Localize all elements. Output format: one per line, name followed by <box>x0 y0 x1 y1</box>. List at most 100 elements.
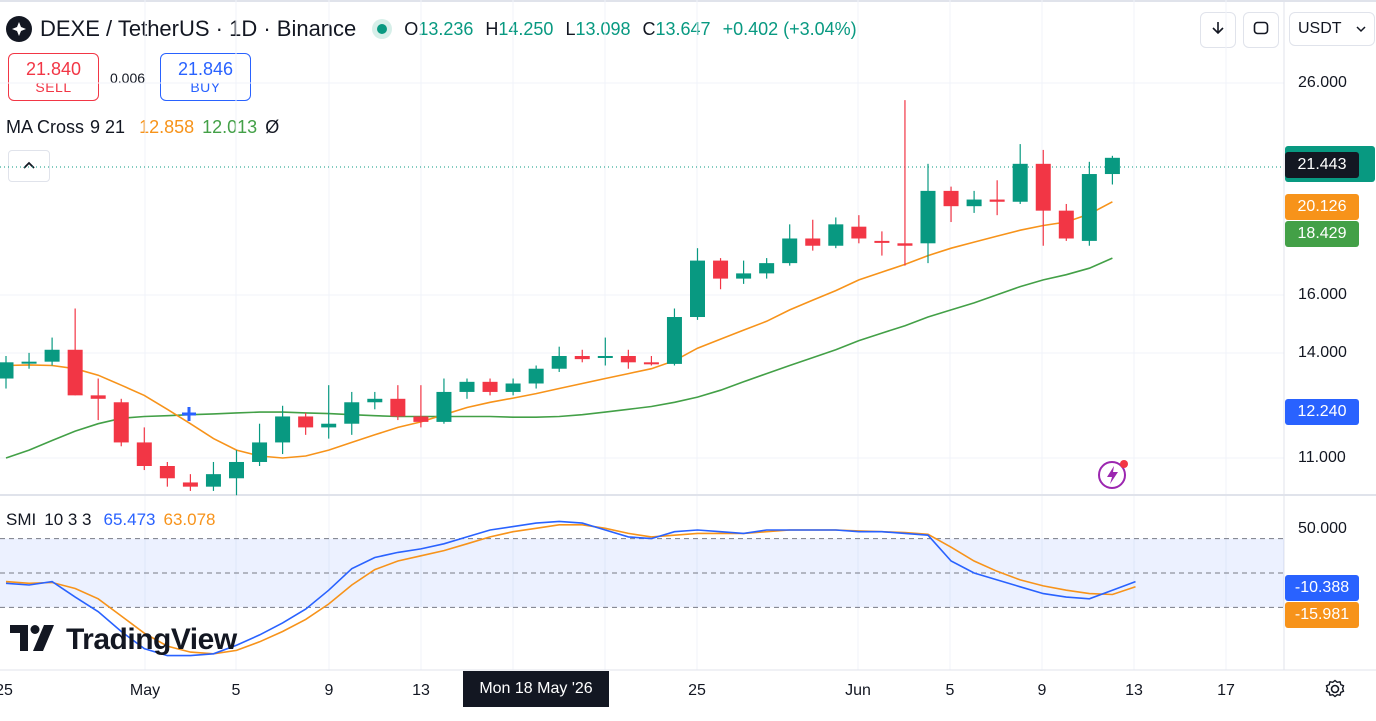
candle-body <box>828 224 844 246</box>
crosshair-date-label: Mon 18 May '26 <box>463 671 609 707</box>
settings-icon <box>1324 678 1346 705</box>
tradingview-logo-text: TradingView <box>66 623 237 656</box>
price-tick-16: 16.000 <box>1298 286 1347 303</box>
low-value: 13.098 <box>575 18 631 39</box>
last-price-label: 21.443 <box>1285 152 1359 178</box>
candle-body <box>597 355 613 358</box>
candle-body <box>390 398 406 417</box>
low-label: L <box>565 18 576 39</box>
price-tick-26: 26.000 <box>1298 74 1347 91</box>
ma-extra-value: Ø <box>265 117 280 137</box>
tradingview-logo[interactable]: TradingView <box>10 620 237 660</box>
cursor-price-label: 12.240 <box>1285 399 1359 425</box>
x-tick-9-jun: 9 <box>1037 682 1047 699</box>
x-tick-9-may: 9 <box>324 682 334 699</box>
download-button[interactable] <box>1200 12 1236 48</box>
close-label: C <box>642 18 656 39</box>
candle-body <box>459 381 475 392</box>
smi-axis-label: -10.388 <box>1285 575 1359 601</box>
ma-slow-value: 12.013 <box>202 117 258 137</box>
candle-body <box>1035 163 1051 211</box>
top-border <box>0 0 1376 2</box>
ohlc-values: O13.236 H14.250 L13.098 C13.647 +0.402 (… <box>404 19 856 40</box>
candle-body <box>666 317 682 364</box>
buy-price: 21.846 <box>177 59 234 79</box>
candle-body <box>851 226 867 239</box>
x-tick-5-may: 5 <box>231 682 241 699</box>
x-tick-17-jun: 17 <box>1217 682 1235 699</box>
candle-body <box>205 474 221 487</box>
fullscreen-button[interactable] <box>1243 12 1279 48</box>
candle-body <box>275 416 291 443</box>
ma-slow-label: 18.429 <box>1285 221 1359 247</box>
candle-body <box>943 190 959 207</box>
x-tick-13-jun: 13 <box>1125 682 1143 699</box>
candle-body <box>0 362 14 379</box>
candle-body <box>367 398 383 403</box>
x-tick-25-may: 25 <box>688 682 706 699</box>
candle-body <box>252 442 268 462</box>
candle-body <box>736 273 752 279</box>
tradingview-logo-icon <box>10 624 58 656</box>
ma-cross-legend[interactable]: MA Cross 9 21 12.858 12.013 Ø <box>6 117 279 138</box>
smi-line <box>5 520 1136 657</box>
smi-params: 10 3 3 <box>44 510 92 529</box>
x-tick-25-apr: 25 <box>0 682 13 699</box>
candle-body <box>528 368 544 384</box>
candle-body <box>690 260 705 318</box>
currency-label: USDT <box>1298 20 1342 37</box>
candle-body <box>782 238 798 264</box>
high-label: H <box>485 18 499 39</box>
candle-body <box>413 416 429 422</box>
candle-body <box>713 260 729 279</box>
currency-select[interactable]: USDT <box>1289 12 1375 46</box>
ma-cross-name: MA Cross <box>6 117 85 137</box>
candle-body <box>21 361 37 364</box>
smi-legend[interactable]: SMI 10 3 3 65.473 63.078 <box>6 510 216 530</box>
smi-tick-50: 50.000 <box>1298 520 1347 537</box>
sell-price: 21.840 <box>25 59 82 79</box>
ma-fast-line <box>5 201 1113 459</box>
change-value: +0.402 (+3.04%) <box>722 18 857 39</box>
symbol-title[interactable]: DEXE / TetherUS · 1D · Binance <box>40 16 357 41</box>
candle-body <box>67 349 83 396</box>
ma-cross-params: 9 21 <box>90 117 126 137</box>
candle-body <box>989 199 1005 202</box>
candle-body <box>44 349 60 362</box>
ma-fast-value: 12.858 <box>139 117 195 137</box>
x-tick-13-may: 13 <box>412 682 430 699</box>
candle-body <box>1058 210 1074 239</box>
candle-body <box>298 416 314 428</box>
collapse-legend-button[interactable] <box>8 150 50 182</box>
price-tick-14: 14.000 <box>1298 344 1347 361</box>
open-label: O <box>404 18 419 39</box>
lightning-button[interactable] <box>1096 458 1130 492</box>
chart-header: DEXE / TetherUS · 1D · Binance O13.236 H… <box>6 14 857 44</box>
smi-signal-line <box>5 524 1136 655</box>
candle-body <box>574 355 590 360</box>
smi-value: 65.473 <box>103 510 156 529</box>
price-tick-11: 11.000 <box>1298 449 1346 466</box>
candle-body <box>759 263 775 274</box>
dexe-logo-icon <box>6 16 32 42</box>
download-icon <box>1210 20 1226 41</box>
high-value: 14.250 <box>498 18 554 39</box>
candle-body <box>229 461 244 479</box>
candle-body <box>1081 174 1097 241</box>
candle-body <box>113 402 129 443</box>
candle-body <box>805 238 821 246</box>
crosshair-marker <box>182 407 196 421</box>
candle-body <box>920 190 936 244</box>
candle-body <box>182 482 198 487</box>
candle-body <box>344 402 360 424</box>
open-value: 13.236 <box>418 18 474 39</box>
candle-body <box>1104 157 1120 175</box>
x-tick-jun: Jun <box>845 682 871 699</box>
lightning-icon <box>1096 460 1130 496</box>
market-status-icon[interactable] <box>372 19 393 39</box>
settings-button[interactable] <box>1322 678 1348 704</box>
smi-name: SMI <box>6 510 37 529</box>
candle-body <box>1012 163 1028 202</box>
candle-body <box>482 381 498 392</box>
